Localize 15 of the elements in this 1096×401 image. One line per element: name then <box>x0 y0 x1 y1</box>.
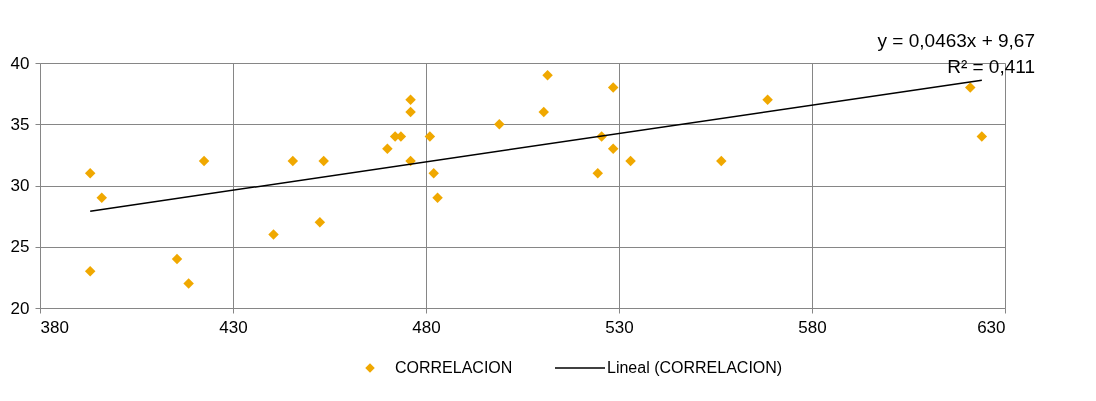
y-tick-label: 40 <box>10 53 30 73</box>
x-tick-label: 580 <box>798 317 827 337</box>
y-tick-label: 35 <box>10 114 30 134</box>
x-tick-label: 430 <box>219 317 248 337</box>
legend-label: Lineal (CORRELACION) <box>607 359 783 376</box>
y-tick-label: 25 <box>10 237 30 257</box>
annotation: R² = 0,411 <box>947 56 1035 77</box>
x-tick-label: 530 <box>605 317 634 337</box>
legend-label: CORRELACION <box>395 359 513 376</box>
x-tick-label: 630 <box>977 317 1006 337</box>
y-tick-label: 20 <box>10 298 30 318</box>
y-tick-label: 30 <box>10 176 30 195</box>
text: y = 0,0463x + 9,67 <box>877 30 1035 51</box>
x-tick-label: 380 <box>40 317 69 337</box>
x-tick-label: 480 <box>412 317 441 337</box>
